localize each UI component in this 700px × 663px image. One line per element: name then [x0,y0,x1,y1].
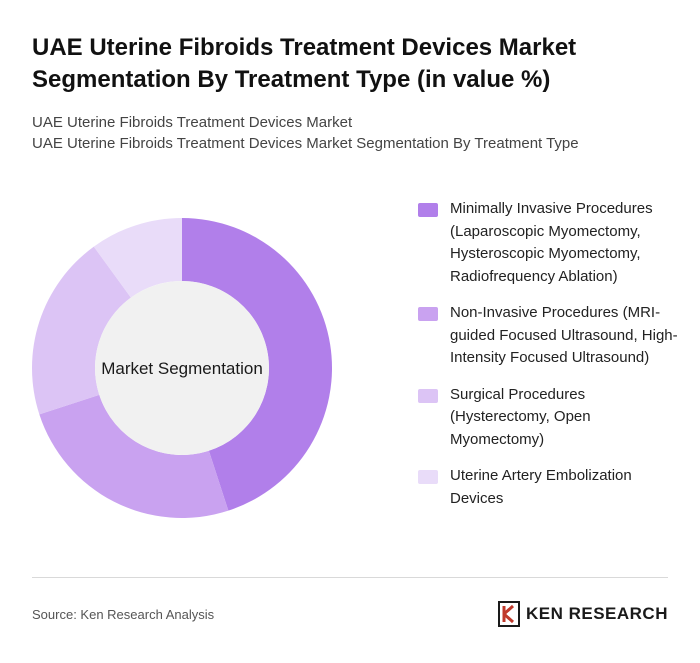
legend-swatch [418,203,438,217]
subtitle-line-2: UAE Uterine Fibroids Treatment Devices M… [32,135,579,152]
source-note: Source: Ken Research Analysis [32,607,215,622]
page-title: UAE Uterine Fibroids Treatment Devices M… [32,34,577,93]
donut-slice-2 [39,394,229,518]
legend-label: Surgical Procedures (Hysterectomy, Open … [450,385,591,448]
legend-label: Minimally Invasive Procedures (Laparosco… [450,200,653,285]
donut-slice-4 [93,218,182,298]
footer-divider [32,577,668,578]
legend-label: Uterine Artery Embolization Devices [450,467,632,507]
subtitle: UAE Uterine Fibroids Treatment Devices M… [32,112,672,154]
legend-label: Non-Invasive Procedures (MRI-guided Focu… [450,304,678,366]
donut-hole [95,281,269,455]
legend-item-2: Non-Invasive Procedures (MRI-guided Focu… [418,302,678,370]
donut-slice-1 [182,218,333,511]
donut-center-label: Market Segmentation [101,359,263,378]
legend-swatch [418,388,438,403]
subtitle-line-1: UAE Uterine Fibroids Treatment Devices M… [32,114,353,131]
donut-chart: Market Segmentation [31,218,333,518]
donut-slice-3 [31,246,131,415]
legend-swatch [418,307,438,321]
donut-slices [31,218,333,518]
chart-legend: Minimally Invasive Procedures (Laparosco… [418,198,678,524]
logo-wordmark: KEN RESEARCH [525,604,668,623]
legend-swatch [418,470,438,484]
ken-research-logo: KEN RESEARCH [497,601,668,627]
legend-item-4: Uterine Artery Embolization Devices [418,465,678,510]
ken-logo-mark-icon [497,601,520,627]
legend-item-1: Minimally Invasive Procedures (Laparosco… [418,198,678,288]
legend-item-3: Surgical Procedures (Hysterectomy, Open … [418,384,678,452]
